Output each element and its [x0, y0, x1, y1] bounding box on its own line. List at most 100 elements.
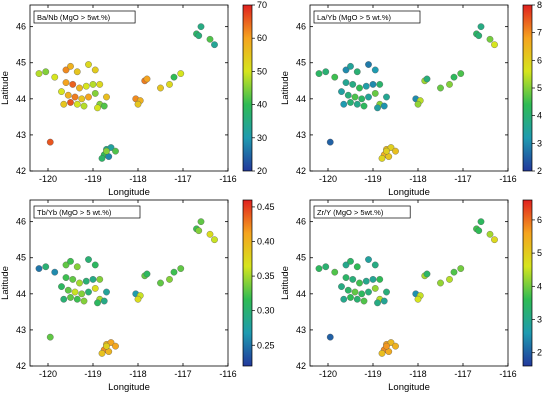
data-point	[211, 236, 218, 244]
plot-frame	[29, 199, 229, 367]
colorbar-tick-label: 50	[257, 66, 267, 76]
data-point	[371, 66, 379, 74]
data-point	[62, 274, 70, 281]
data-point	[353, 68, 361, 76]
data-point	[331, 268, 339, 276]
data-point	[356, 279, 363, 287]
data-point	[85, 256, 92, 263]
data-point	[60, 295, 68, 303]
data-point	[365, 288, 372, 296]
data-point	[342, 66, 350, 74]
y-tick-label: 45	[16, 253, 26, 263]
colorbar-tick-label: 0.35	[257, 271, 275, 281]
colorbar	[522, 199, 533, 367]
data-point	[347, 62, 354, 70]
chart-title: La/Yb (MgO > 5 wt.%)	[317, 13, 391, 22]
data-point	[437, 84, 444, 92]
data-point	[64, 286, 72, 294]
data-point	[62, 79, 70, 86]
data-point	[58, 88, 65, 95]
data-point	[423, 270, 431, 278]
data-point	[103, 147, 110, 155]
x-tick-label: -117	[454, 174, 471, 184]
data-point	[170, 73, 178, 81]
plot-frame	[309, 199, 509, 367]
x-axis-label: Longitude	[108, 187, 150, 198]
data-point	[177, 265, 185, 272]
x-tick-label: -117	[174, 369, 191, 379]
data-point	[73, 100, 81, 108]
y-tick-label: 43	[16, 130, 26, 140]
data-point	[331, 73, 339, 81]
data-point	[360, 297, 368, 305]
data-point	[383, 93, 390, 101]
data-point	[369, 276, 377, 283]
colorbar-tick-label: 5	[537, 83, 542, 93]
x-tick-label: -120	[39, 174, 57, 184]
data-point	[60, 100, 68, 108]
data-point	[78, 95, 86, 103]
data-point	[197, 23, 205, 31]
data-point	[374, 299, 381, 307]
data-point	[51, 73, 59, 81]
x-tick-label: -119	[364, 174, 381, 184]
data-point	[94, 104, 101, 112]
data-point	[85, 288, 92, 296]
x-tick-label: -119	[364, 369, 381, 379]
data-point	[195, 227, 203, 235]
data-point	[46, 138, 54, 146]
data-point	[365, 61, 372, 68]
data-point	[351, 93, 359, 101]
y-tick-label: 45	[296, 253, 306, 263]
colorbar-tick-label: 4	[537, 281, 542, 291]
data-point	[112, 147, 119, 155]
data-point	[143, 270, 151, 278]
chart-title: Zr/Y (MgO > 5wt.%)	[317, 208, 384, 217]
data-point	[112, 342, 119, 350]
y-tick-label: 46	[16, 217, 26, 227]
colorbar-tick-label: 2	[537, 166, 542, 176]
x-tick-label: -116	[499, 369, 516, 379]
data-point	[378, 154, 386, 162]
data-point	[157, 279, 164, 287]
data-point	[103, 288, 110, 296]
y-tick-label: 46	[16, 22, 26, 32]
y-tick-label: 42	[296, 166, 306, 176]
data-point	[85, 61, 92, 68]
data-point	[103, 93, 110, 101]
data-point	[69, 276, 77, 283]
data-point	[387, 339, 395, 346]
colorbar-tick-label: 4	[537, 111, 542, 121]
data-point	[67, 257, 74, 265]
x-tick-label: -116	[219, 369, 236, 379]
data-point	[89, 276, 97, 283]
data-point	[340, 100, 348, 108]
title-box	[313, 10, 421, 24]
y-tick-label: 46	[296, 217, 306, 227]
y-axis-label: Latitude	[280, 71, 291, 105]
data-point	[98, 154, 106, 162]
data-point	[351, 288, 359, 296]
data-point	[342, 274, 350, 281]
data-point	[91, 66, 99, 74]
data-point	[91, 90, 99, 97]
colorbar	[242, 4, 253, 172]
data-point	[71, 93, 79, 101]
data-point	[362, 82, 370, 90]
data-point	[349, 276, 357, 283]
data-point	[103, 342, 110, 350]
data-point	[383, 288, 390, 296]
data-point	[347, 99, 354, 106]
colorbar-tick-label: 0.25	[257, 340, 275, 350]
colorbar-tick-label: 8	[537, 0, 542, 10]
data-point	[170, 268, 178, 276]
data-point	[340, 295, 348, 303]
colorbar	[242, 199, 253, 367]
data-point	[315, 70, 323, 77]
data-point	[365, 256, 372, 263]
data-point	[35, 265, 43, 272]
colorbar-tick-label: 5	[537, 248, 542, 258]
colorbar-tick-label: 70	[257, 0, 267, 10]
y-tick-label: 45	[296, 58, 306, 68]
data-point	[347, 257, 354, 265]
